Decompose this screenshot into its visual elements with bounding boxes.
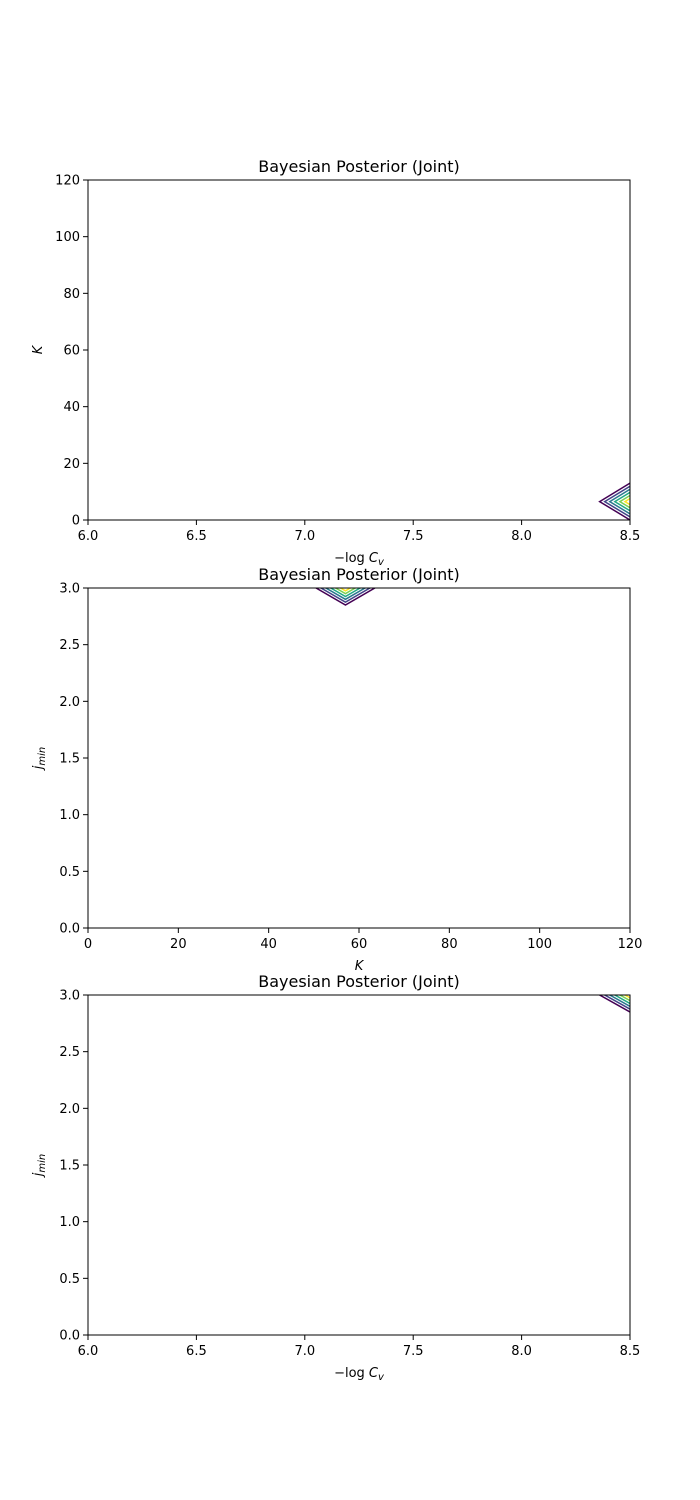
contour-level-5 xyxy=(618,494,630,509)
x-tick-label: 80 xyxy=(441,937,458,952)
y-tick-label: 0.5 xyxy=(59,1272,80,1287)
y-tick-label: 3.0 xyxy=(59,989,80,1004)
contour-level-1 xyxy=(314,588,377,606)
contour-level-4 xyxy=(613,491,630,512)
x-axis-label: K xyxy=(355,959,365,974)
x-tick-label: 8.5 xyxy=(620,529,641,544)
y-tick-label: 20 xyxy=(63,457,80,472)
x-tick-label: 0 xyxy=(84,937,92,952)
x-axis-label-prefix: −log xyxy=(334,1366,369,1381)
y-axis-label-sub: min xyxy=(37,747,48,766)
contour-level-5 xyxy=(334,588,357,595)
x-tick-label: 7.5 xyxy=(403,529,424,544)
y-tick-label: 3.0 xyxy=(59,582,80,597)
x-tick-label: 6.0 xyxy=(78,529,99,544)
plot-frame xyxy=(87,179,631,521)
contour-level-3 xyxy=(324,588,367,601)
x-axis-label-var: C xyxy=(369,551,379,566)
x-tick-label: 100 xyxy=(527,937,552,952)
x-axis-label: −log Cv xyxy=(334,1366,385,1383)
plot-frame xyxy=(87,994,631,1336)
y-tick-label: 2.5 xyxy=(59,638,80,653)
y-axis-label: K xyxy=(31,344,46,354)
contour-group xyxy=(598,482,630,520)
y-tick-label: 0.0 xyxy=(59,922,80,937)
x-tick-label: 6.5 xyxy=(186,1344,207,1359)
contour-level-4 xyxy=(613,995,630,1005)
y-axis-label: jmin xyxy=(31,1154,48,1178)
y-axis-label-sub: min xyxy=(37,1154,48,1173)
y-tick-label: 80 xyxy=(63,287,80,302)
contour-level-3 xyxy=(608,488,630,515)
chart-3: 6.0 6.5 7.0 7.5 8.0 8.5 0.0 0.5 1.0 1.5 2.0 2.5 3.0 B… xyxy=(31,972,641,1383)
chart-2: 0 20 40 60 80 100 120 0.0 0.5 1.0 1.5 2.0 2.5 3.0 Baye… xyxy=(31,565,642,974)
y-axis-label-var: K xyxy=(31,344,46,354)
y-tick-label: 40 xyxy=(63,400,80,415)
x-axis-label-sub: v xyxy=(378,557,385,568)
contour-level-6 xyxy=(623,497,630,506)
y-tick-label: 1.5 xyxy=(59,752,80,767)
x-axis-label-var: C xyxy=(369,1366,379,1381)
y-tick-label: 100 xyxy=(55,230,80,245)
x-axis-label-var: K xyxy=(355,959,365,974)
x-tick-label: 6.0 xyxy=(78,1344,99,1359)
x-tick-label: 6.5 xyxy=(186,529,207,544)
y-tick-label: 60 xyxy=(63,344,80,359)
x-tick-label: 20 xyxy=(170,937,187,952)
contour-level-2 xyxy=(319,588,372,604)
contour-level-2 xyxy=(603,485,630,518)
y-tick-label: 120 xyxy=(55,174,80,189)
contour-group xyxy=(314,588,377,606)
plot-frame xyxy=(87,587,631,929)
x-tick-label: 40 xyxy=(260,937,277,952)
y-tick-label: 1.0 xyxy=(59,1215,80,1230)
y-tick-label: 0.5 xyxy=(59,865,80,880)
y-tick-label: 1.0 xyxy=(59,808,80,823)
x-axis-label-sub: v xyxy=(378,1372,385,1383)
x-tick-label: 7.0 xyxy=(294,529,315,544)
y-tick-label: 1.5 xyxy=(59,1159,80,1174)
x-tick-label: 8.0 xyxy=(511,1344,532,1359)
chart-title: Bayesian Posterior (Joint) xyxy=(258,157,460,176)
y-axis-label-var: j xyxy=(31,765,46,771)
contour-group xyxy=(598,995,630,1013)
x-axis-label: −log Cv xyxy=(334,551,385,568)
contour-level-1 xyxy=(598,995,630,1013)
chart-title: Bayesian Posterior (Joint) xyxy=(258,972,460,991)
y-tick-label: 0.0 xyxy=(59,1329,80,1344)
chart-1: 6.0 6.5 7.0 7.5 8.0 8.5 0 20 40 60 80 100 120 Bayesia… xyxy=(31,157,641,568)
y-tick-label: 2.0 xyxy=(59,695,80,710)
x-tick-label: 8.0 xyxy=(511,529,532,544)
x-tick-label: 120 xyxy=(618,937,643,952)
y-tick-label: 2.5 xyxy=(59,1045,80,1060)
contour-level-4 xyxy=(329,588,362,598)
chart-title: Bayesian Posterior (Joint) xyxy=(258,565,460,584)
contour-level-3 xyxy=(608,995,630,1008)
y-tick-label: 2.0 xyxy=(59,1102,80,1117)
contour-level-6 xyxy=(339,588,352,592)
contour-level-1 xyxy=(598,482,630,520)
y-axis-label-var: j xyxy=(31,1172,46,1178)
contour-level-5 xyxy=(618,995,630,1002)
y-tick-label: 0 xyxy=(72,514,80,529)
contour-level-2 xyxy=(603,995,630,1011)
contour-level-6 xyxy=(623,995,630,999)
x-tick-label: 7.5 xyxy=(403,1344,424,1359)
x-tick-label: 8.5 xyxy=(620,1344,641,1359)
x-axis-label-prefix: −log xyxy=(334,551,369,566)
x-tick-label: 60 xyxy=(351,937,368,952)
y-axis-label: jmin xyxy=(31,747,48,771)
x-tick-label: 7.0 xyxy=(294,1344,315,1359)
